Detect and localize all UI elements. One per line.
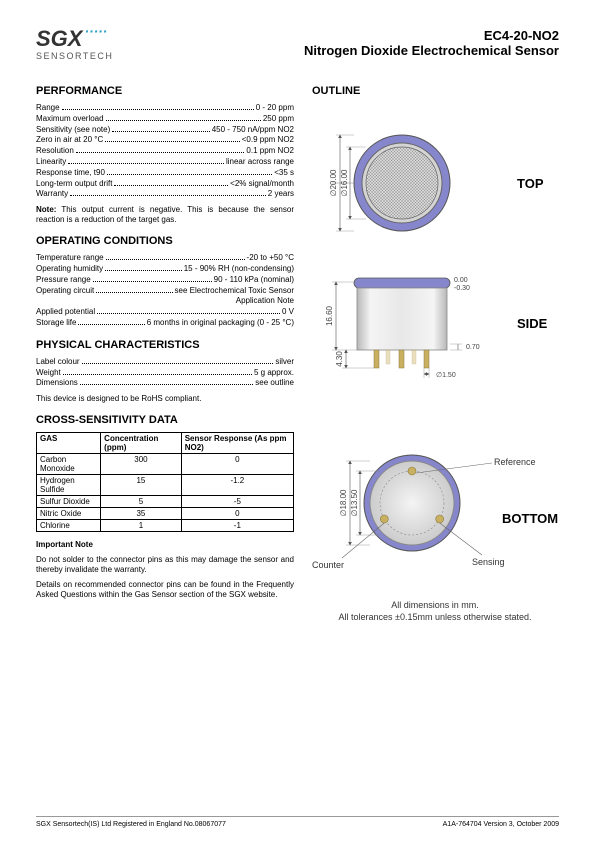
product-name: Nitrogen Dioxide Electrochemical Sensor: [304, 43, 559, 58]
product-code: EC4-20-NO2: [304, 28, 559, 43]
logo: SGX · · · · · SENSORTECH: [36, 28, 113, 61]
spec-row: Response time, t90<35 s: [36, 168, 294, 179]
svg-text:∅18.00: ∅18.00: [339, 489, 348, 517]
cross-heading: CROSS-SENSITIVITY DATA: [36, 414, 294, 426]
operating-heading: OPERATING CONDITIONS: [36, 235, 294, 247]
spec-row: Resolution0.1 ppm NO2: [36, 146, 294, 157]
table-header: Concentration (ppm): [101, 433, 182, 454]
table-row: Hydrogen Sulfide15-1.2: [37, 475, 294, 496]
side-view-label: SIDE: [517, 316, 548, 331]
spec-row: Zero in air at 20 °C<0.9 ppm NO2: [36, 135, 294, 146]
svg-text:∅16.00: ∅16.00: [340, 169, 349, 197]
spec-row: Linearitylinear across range: [36, 157, 294, 168]
outline-heading: OUTLINE: [312, 85, 558, 97]
svg-text:Reference: Reference: [494, 457, 536, 467]
important-note-heading: Important Note: [36, 540, 93, 549]
footer-left: SGX Sensortech(IS) Ltd Registered in Eng…: [36, 821, 226, 828]
physical-list: Label coloursilverWeight5 g approx.Dimen…: [36, 357, 294, 389]
svg-text:∅13.50: ∅13.50: [350, 489, 359, 517]
left-column: PERFORMANCE Range0 - 20 ppmMaximum overl…: [36, 75, 294, 665]
spec-row: Storage life6 months in original packagi…: [36, 318, 294, 329]
performance-list: Range0 - 20 ppmMaximum overload250 ppmSe…: [36, 103, 294, 200]
spec-row: Pressure range90 - 110 kPa (nominal): [36, 275, 294, 286]
performance-note: Note: This output current is negative. T…: [36, 205, 294, 225]
spec-row: Operating circuitsee Electrochemical Tox…: [36, 286, 294, 297]
svg-text:0.70: 0.70: [466, 344, 480, 351]
doc-title: EC4-20-NO2 Nitrogen Dioxide Electrochemi…: [304, 28, 559, 58]
cross-sensitivity-table: GASConcentration (ppm)Sensor Response (A…: [36, 432, 294, 532]
spec-row: Weight5 g approx.: [36, 368, 294, 379]
table-row: Carbon Monoxide3000: [37, 454, 294, 475]
outline-drawing: ∅20.00 ∅16.00 TOP: [312, 103, 558, 663]
header: SGX · · · · · SENSORTECH EC4-20-NO2 Nitr…: [36, 28, 559, 61]
footer-right: A1A-764704 Version 3, October 2009: [443, 821, 559, 828]
spec-row: Maximum overload250 ppm: [36, 114, 294, 125]
spec-row: Warranty2 years: [36, 189, 294, 200]
svg-text:-0.30: -0.30: [454, 285, 470, 292]
spec-row: Sensitivity (see note)450 - 750 nA/ppm N…: [36, 125, 294, 136]
spec-row: Operating humidity15 - 90% RH (non-conde…: [36, 264, 294, 275]
logo-subtext: SENSORTECH: [36, 52, 113, 61]
table-header: Sensor Response (As ppm NO2): [181, 433, 293, 454]
table-header: GAS: [37, 433, 101, 454]
logo-arc: · · · · ·: [84, 24, 105, 38]
performance-heading: PERFORMANCE: [36, 85, 294, 97]
footer: SGX Sensortech(IS) Ltd Registered in Eng…: [36, 816, 559, 828]
spec-row: Application Note: [36, 296, 294, 307]
important-note-2: Details on recommended connector pins ca…: [36, 580, 294, 600]
spec-row: Label coloursilver: [36, 357, 294, 368]
physical-note: This device is designed to be RoHS compl…: [36, 394, 294, 404]
spec-row: Temperature range-20 to +50 °C: [36, 253, 294, 264]
outline-caption-2: All tolerances ±0.15mm unless otherwise …: [338, 612, 531, 622]
svg-text:16.60: 16.60: [325, 305, 334, 326]
spec-row: Dimensionssee outline: [36, 378, 294, 389]
physical-heading: PHYSICAL CHARACTERISTICS: [36, 339, 294, 351]
bottom-view-label: BOTTOM: [502, 511, 558, 526]
table-row: Sulfur Dioxide5-5: [37, 496, 294, 508]
svg-text:∅20.00: ∅20.00: [329, 169, 338, 197]
right-column: OUTLINE: [312, 75, 558, 665]
top-view-label: TOP: [517, 176, 544, 191]
logo-text: SGX: [36, 28, 82, 50]
operating-list: Temperature range-20 to +50 °COperating …: [36, 253, 294, 329]
important-note-1: Do not solder to the connector pins as t…: [36, 555, 294, 575]
spec-row: Range0 - 20 ppm: [36, 103, 294, 114]
svg-text:Counter: Counter: [312, 560, 344, 570]
outline-caption-1: All dimensions in mm.: [391, 600, 479, 610]
spec-row: Long-term output drift<2% signal/month: [36, 179, 294, 190]
svg-text:0.00: 0.00: [454, 277, 468, 284]
svg-text:∅1.50: ∅1.50: [436, 372, 456, 379]
table-row: Nitric Oxide350: [37, 508, 294, 520]
table-row: Chlorine1-1: [37, 520, 294, 532]
svg-text:Sensing: Sensing: [472, 557, 505, 567]
svg-text:4.30: 4.30: [335, 351, 344, 367]
spec-row: Applied potential0 V: [36, 307, 294, 318]
